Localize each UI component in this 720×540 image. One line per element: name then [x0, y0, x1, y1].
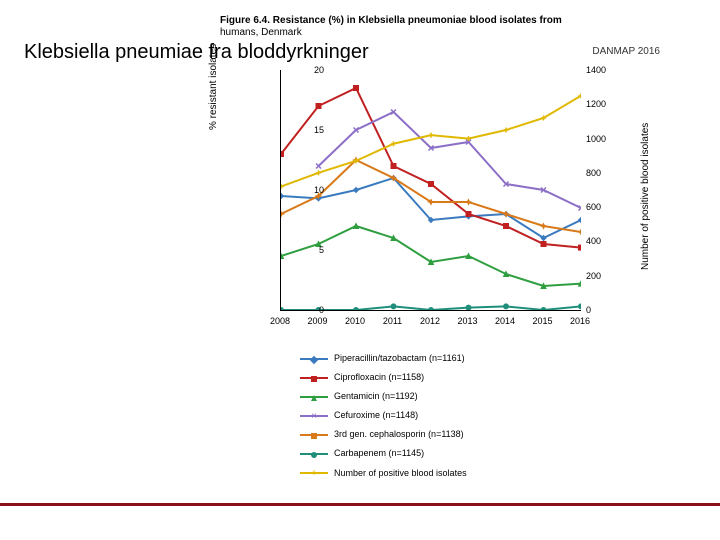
series-line-genta [281, 226, 581, 286]
legend-label: 3rd gen. cephalosporin (n=1138) [334, 426, 464, 443]
y-left-tick: 10 [298, 185, 324, 195]
series-marker-genta [354, 224, 359, 229]
y-left-tick: 0 [298, 305, 324, 315]
legend-item-carba: Carbapenem (n=1145) [300, 445, 620, 462]
series-marker-thirdgen [579, 230, 582, 235]
series-marker-count [316, 170, 321, 175]
x-tick: 2009 [307, 316, 327, 326]
legend-swatch-icon [300, 453, 328, 455]
series-marker-carba [281, 308, 284, 311]
legend-item-cefuro: × Cefuroxime (n=1148) [300, 407, 620, 424]
series-marker-cipro [579, 245, 582, 250]
legend-swatch-icon: × [300, 415, 328, 417]
legend-swatch-icon [300, 358, 328, 360]
series-marker-cipro [354, 86, 359, 91]
y-right-tick: 400 [586, 236, 620, 246]
series-marker-carba [391, 304, 396, 309]
series-marker-thirdgen [541, 224, 546, 229]
x-tick: 2016 [570, 316, 590, 326]
series-marker-carba [579, 304, 582, 309]
series-marker-carba [466, 305, 471, 310]
y-right-tick: 1400 [586, 65, 620, 75]
legend-label: Ciprofloxacin (n=1158) [334, 369, 424, 386]
x-tick: 2013 [457, 316, 477, 326]
y-left-tick: 5 [298, 245, 324, 255]
series-marker-genta [466, 254, 471, 259]
series-marker-genta [541, 284, 546, 289]
series-marker-cipro [429, 182, 434, 187]
footer-rule [0, 503, 720, 506]
series-marker-cefuro [316, 164, 321, 169]
legend-label: Cefuroxime (n=1148) [334, 407, 418, 424]
legend-item-cipro: Ciprofloxacin (n=1158) [300, 369, 620, 386]
legend-swatch-icon [300, 377, 328, 379]
series-marker-count [429, 133, 434, 138]
legend-item-count: + Number of positive blood isolates [300, 465, 620, 482]
x-tick: 2012 [420, 316, 440, 326]
legend-swatch-icon [300, 434, 328, 436]
series-marker-carba [541, 308, 546, 311]
source-watermark: DANMAP 2016 [592, 46, 660, 57]
legend-label: Piperacillin/tazobactam (n=1161) [334, 350, 465, 367]
figure-caption: Figure 6.4. Resistance (%) in Klebsiella… [220, 14, 690, 38]
chart-svg [281, 70, 581, 310]
resistance-line-chart: 0510152002004006008001000120014002008200… [240, 70, 630, 330]
legend-label: Gentamicin (n=1192) [334, 388, 418, 405]
series-marker-cipro [316, 104, 321, 109]
series-marker-cipro [281, 152, 284, 157]
series-marker-count [504, 128, 509, 133]
series-marker-carba [354, 308, 359, 311]
series-marker-cipro [466, 212, 471, 217]
y-left-tick: 15 [298, 125, 324, 135]
figure-title-line1: Figure 6.4. Resistance (%) in Klebsiella… [220, 14, 690, 27]
chart-legend: Piperacillin/tazobactam (n=1161) Ciproflo… [300, 350, 620, 484]
series-marker-pip [281, 194, 284, 199]
series-marker-thirdgen [466, 200, 471, 205]
x-tick: 2008 [270, 316, 290, 326]
y-axis-right-label: Number of positive blood isolates [640, 123, 651, 270]
y-right-tick: 800 [586, 168, 620, 178]
legend-swatch-icon [300, 396, 328, 398]
series-marker-cipro [541, 242, 546, 247]
series-marker-genta [391, 236, 396, 241]
x-tick: 2014 [495, 316, 515, 326]
legend-item-genta: Gentamicin (n=1192) [300, 388, 620, 405]
series-marker-cipro [391, 164, 396, 169]
plot-area [280, 70, 581, 311]
y-right-tick: 0 [586, 305, 620, 315]
series-marker-cipro [504, 224, 509, 229]
x-tick: 2015 [532, 316, 552, 326]
series-marker-carba [504, 304, 509, 309]
legend-label: Carbapenem (n=1145) [334, 445, 424, 462]
series-line-count [281, 96, 581, 187]
legend-item-pip: Piperacillin/tazobactam (n=1161) [300, 350, 620, 367]
y-right-tick: 200 [586, 271, 620, 281]
legend-label: Number of positive blood isolates [334, 465, 467, 482]
y-right-tick: 1200 [586, 99, 620, 109]
legend-swatch-icon: + [300, 472, 328, 474]
figure-title-line2: humans, Denmark [220, 27, 690, 38]
y-right-tick: 1000 [586, 134, 620, 144]
x-tick: 2011 [383, 316, 402, 326]
slide-side-title: Klebsiella pneumiae fra bloddyrkninger [24, 40, 369, 65]
y-axis-left-label: % resistant isolates [208, 44, 219, 130]
y-left-tick: 20 [298, 65, 324, 75]
x-tick: 2010 [345, 316, 365, 326]
series-marker-carba [429, 308, 434, 311]
y-right-tick: 600 [586, 202, 620, 212]
series-marker-pip [354, 188, 359, 193]
legend-item-thirdgen: 3rd gen. cephalosporin (n=1138) [300, 426, 620, 443]
